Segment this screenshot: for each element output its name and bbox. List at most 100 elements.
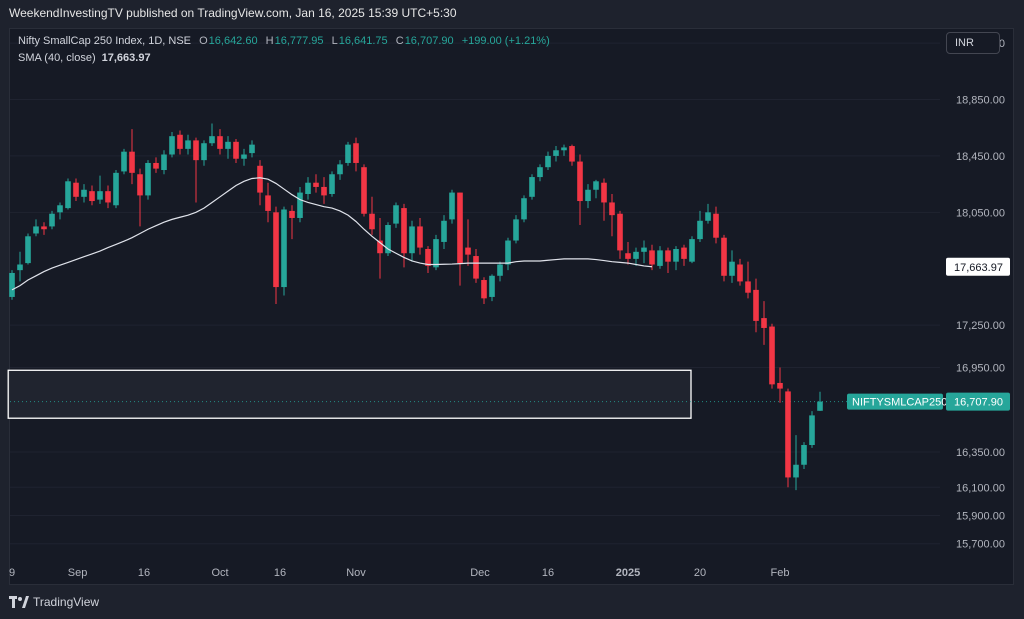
candle-body <box>201 143 207 161</box>
candle <box>817 391 823 411</box>
price-tick-label: 15,700.00 <box>956 539 1005 551</box>
price-tick-label: 15,900.00 <box>956 511 1005 523</box>
candle <box>105 185 111 209</box>
candle-body <box>273 212 279 288</box>
candle <box>425 246 431 273</box>
candle-body <box>585 189 591 202</box>
candle <box>625 241 631 265</box>
candle-body <box>577 161 583 202</box>
candle-body <box>425 248 431 266</box>
sma-label: SMA (40, close) <box>18 52 96 64</box>
candle <box>89 185 95 206</box>
candle <box>537 164 543 182</box>
candle <box>113 170 119 209</box>
candle-body <box>753 289 759 321</box>
zone-layer <box>7 369 940 419</box>
low-value: 16,641.75 <box>338 35 388 47</box>
candle-body <box>321 186 327 196</box>
candle-body <box>449 192 455 220</box>
price-tick-label: 18,450.00 <box>956 151 1005 163</box>
candle <box>401 203 407 268</box>
tradingview-logo[interactable]: TradingView <box>9 595 99 609</box>
candle-body <box>537 167 543 178</box>
candle-body <box>89 191 95 202</box>
tradingview-logo-icon <box>9 596 29 608</box>
candle <box>457 192 463 286</box>
change-value: +199.00 (+1.21%) <box>461 35 550 47</box>
candle <box>801 442 807 469</box>
candle <box>409 220 415 262</box>
candle-body <box>305 182 311 194</box>
candle-body <box>729 261 735 276</box>
candle <box>785 388 791 488</box>
candle-body <box>417 226 423 248</box>
candle-body <box>345 144 351 163</box>
candle <box>153 157 159 173</box>
price-tick-label: 18,050.00 <box>956 207 1005 219</box>
candle <box>65 178 71 210</box>
candle <box>9 270 15 300</box>
candle-body <box>33 226 39 234</box>
ohlc-legend: Nifty SmallCap 250 Index, 1D, NSE O16,64… <box>18 35 550 47</box>
time-tick-label: Nov <box>346 567 366 579</box>
candle-body <box>73 182 79 197</box>
time-tick-label: 9 <box>9 567 15 579</box>
candle-body <box>641 247 647 252</box>
candle <box>297 186 303 223</box>
candle <box>329 171 335 197</box>
sma-layer <box>11 177 653 291</box>
sma-price-tag <box>946 257 1010 276</box>
symbol-label[interactable]: Nifty SmallCap 250 Index, 1D, NSE <box>18 35 192 47</box>
sma-legend[interactable]: SMA (40, close) 17,663.97 <box>18 52 151 64</box>
candle-body <box>721 237 727 276</box>
candle-body <box>193 140 199 161</box>
candle-body <box>57 205 63 213</box>
high-key: H <box>265 35 274 47</box>
candle <box>753 278 759 333</box>
candle-body <box>225 141 231 149</box>
candle <box>649 244 655 271</box>
candle-body <box>145 162 151 196</box>
time-tick-label: 16 <box>138 567 150 579</box>
candle <box>369 196 375 235</box>
candle-body <box>697 220 703 240</box>
candle-body <box>473 256 479 279</box>
candle <box>201 140 207 166</box>
candle-body <box>265 195 271 211</box>
candle-body <box>633 251 639 259</box>
chart-area[interactable] <box>9 28 1014 585</box>
candle <box>97 175 103 204</box>
candle <box>233 138 239 163</box>
candle <box>673 246 679 271</box>
candle <box>465 219 471 266</box>
candle-body <box>465 247 471 255</box>
candle <box>385 222 391 257</box>
candle <box>169 131 175 158</box>
time-axis: 9 Sep 16 Oct 16 Nov Dec 16 2025 20 Feb <box>9 567 790 579</box>
candle-body <box>665 250 671 262</box>
candle-body <box>17 264 23 271</box>
candle <box>793 435 799 491</box>
candle <box>617 210 623 259</box>
currency-button[interactable]: INR <box>946 32 1000 54</box>
candle-body <box>745 281 751 293</box>
time-tick-label: 16 <box>542 567 554 579</box>
candle <box>185 134 191 155</box>
candle-body <box>233 141 239 159</box>
candle <box>569 144 575 166</box>
last-price-tag-text: 16,707.90 <box>954 397 1003 409</box>
candle-body <box>505 240 511 265</box>
time-tick-label: 2025 <box>616 567 640 579</box>
candle-body <box>809 415 815 446</box>
candle-body <box>385 225 391 254</box>
candle-body <box>361 167 367 214</box>
candle-body <box>241 154 247 159</box>
candle-body <box>249 144 255 154</box>
candle <box>417 217 423 255</box>
candle <box>305 177 311 200</box>
candle-body <box>481 280 487 299</box>
candle <box>25 233 31 265</box>
candle-body <box>793 464 799 478</box>
candle-body <box>377 240 383 254</box>
